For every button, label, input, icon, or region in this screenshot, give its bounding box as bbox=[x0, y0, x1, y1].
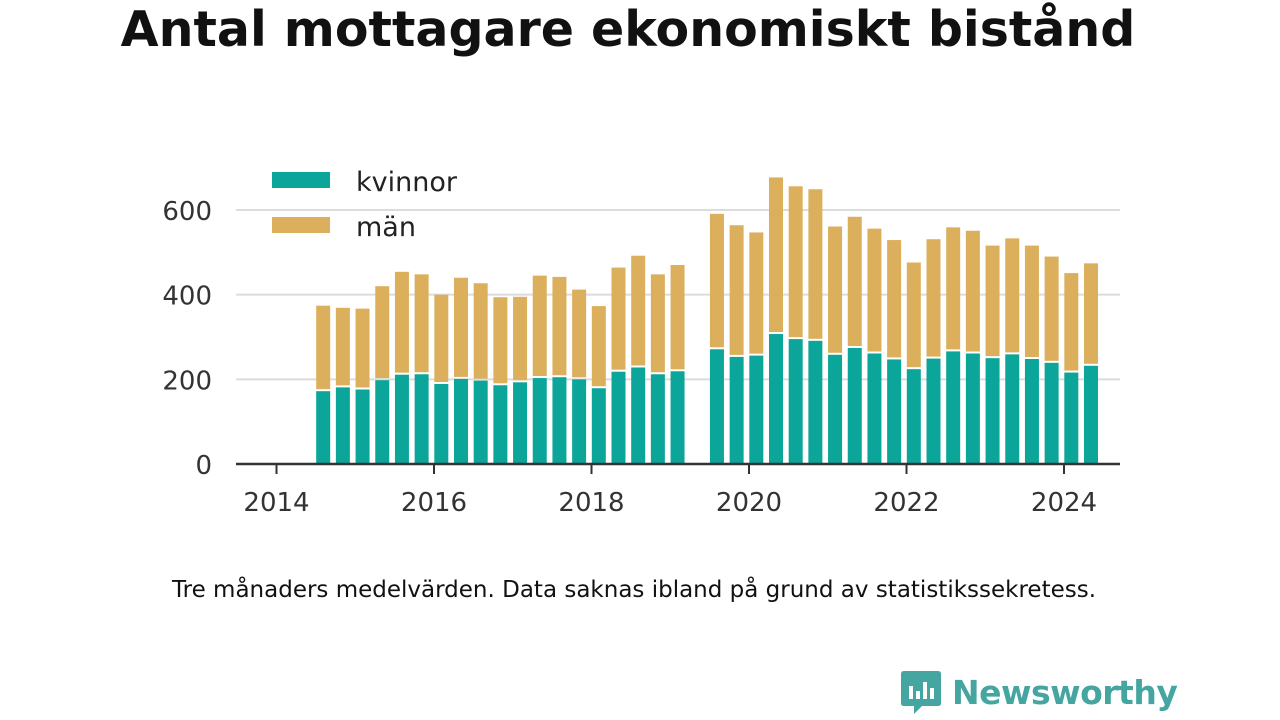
brand-logo: Newsworthy bbox=[900, 668, 1178, 716]
x-tick-label: 2016 bbox=[401, 488, 467, 518]
bar-kvinnor bbox=[513, 382, 528, 464]
bar-kvinnor bbox=[631, 367, 646, 464]
bar-kvinnor bbox=[650, 374, 665, 464]
bar-kvinnor bbox=[316, 391, 331, 464]
bar-kvinnor bbox=[552, 377, 567, 464]
bar-man bbox=[552, 276, 567, 376]
bar-kvinnor bbox=[493, 385, 508, 464]
bar-kvinnor bbox=[709, 349, 724, 464]
legend-swatch-kvinnor bbox=[272, 172, 330, 188]
bar-kvinnor bbox=[965, 353, 980, 464]
bar-kvinnor bbox=[414, 374, 429, 464]
x-tick-label: 2022 bbox=[873, 488, 939, 518]
bar-kvinnor bbox=[828, 354, 843, 464]
bar-kvinnor bbox=[985, 358, 1000, 464]
bar-man bbox=[926, 239, 941, 357]
bar-kvinnor bbox=[572, 379, 587, 464]
bar-man bbox=[611, 267, 626, 370]
bar-man bbox=[867, 228, 882, 352]
bar-man bbox=[828, 226, 843, 353]
bar-kvinnor bbox=[1064, 372, 1079, 464]
y-tick-label: 400 bbox=[162, 282, 212, 312]
x-tick-label: 2014 bbox=[243, 488, 309, 518]
legend-swatch-man bbox=[272, 217, 330, 233]
newsworthy-logo-icon bbox=[901, 671, 941, 714]
bar-man bbox=[946, 227, 961, 350]
x-tick-label: 2024 bbox=[1031, 488, 1097, 518]
x-tick-label: 2018 bbox=[558, 488, 624, 518]
bar-kvinnor bbox=[532, 378, 547, 464]
bar-kvinnor bbox=[847, 348, 862, 464]
bar-man bbox=[1044, 256, 1059, 361]
bar-man bbox=[316, 305, 331, 390]
bar-kvinnor bbox=[355, 389, 370, 464]
page-title: Antal mottagare ekonomiskt bistånd bbox=[120, 1, 1136, 58]
bar-kvinnor bbox=[769, 334, 783, 464]
bar-man bbox=[650, 274, 665, 373]
brand-name: Newsworthy bbox=[952, 672, 1178, 712]
bar-kvinnor bbox=[1005, 354, 1020, 464]
bar-kvinnor bbox=[946, 351, 961, 464]
bar-kvinnor bbox=[473, 380, 488, 464]
bar-kvinnor bbox=[1044, 362, 1059, 464]
bar-kvinnor bbox=[670, 371, 685, 464]
bar-man bbox=[1064, 273, 1079, 371]
bar-kvinnor bbox=[454, 378, 468, 464]
legend-label: män bbox=[356, 212, 416, 243]
bar-man bbox=[335, 307, 350, 386]
bar-kvinnor bbox=[867, 353, 882, 464]
bar-kvinnor bbox=[591, 388, 606, 464]
bar-man bbox=[729, 225, 744, 355]
bar-man bbox=[887, 240, 902, 358]
bar-kvinnor bbox=[926, 358, 941, 464]
y-tick-label: 0 bbox=[195, 451, 212, 481]
bar-kvinnor bbox=[434, 383, 449, 464]
bar-man bbox=[985, 245, 1000, 357]
bar-man bbox=[591, 306, 606, 387]
bar-kvinnor bbox=[788, 339, 803, 464]
bar-man bbox=[532, 275, 547, 377]
bar-man bbox=[709, 213, 724, 348]
bar-man bbox=[769, 177, 783, 333]
bar-kvinnor bbox=[887, 359, 902, 464]
bar-man bbox=[808, 189, 823, 339]
bar-kvinnor bbox=[808, 340, 823, 464]
y-tick-label: 200 bbox=[162, 366, 212, 396]
bar-man bbox=[847, 216, 862, 347]
bar-man bbox=[434, 294, 449, 382]
footnote: Tre månaders medelvärden. Data saknas ib… bbox=[171, 577, 1097, 603]
bar-man bbox=[572, 289, 587, 378]
bar-man bbox=[493, 297, 508, 384]
legend-label: kvinnor bbox=[356, 167, 458, 198]
bar-man bbox=[1084, 263, 1098, 364]
bar-man bbox=[965, 230, 980, 352]
bar-man bbox=[749, 232, 764, 354]
bar-man bbox=[1024, 245, 1039, 358]
bar-kvinnor bbox=[1084, 365, 1098, 464]
bar-man bbox=[670, 265, 685, 370]
bar-kvinnor bbox=[335, 387, 350, 464]
bar-kvinnor bbox=[375, 380, 390, 464]
y-tick-label: 600 bbox=[162, 197, 212, 227]
bar-man bbox=[394, 271, 409, 373]
bar-man bbox=[631, 255, 646, 366]
bar-kvinnor bbox=[611, 371, 626, 464]
bar-kvinnor bbox=[1024, 359, 1039, 464]
bar-man bbox=[788, 186, 803, 338]
bar-man bbox=[355, 308, 370, 388]
bar-kvinnor bbox=[749, 355, 764, 464]
bar-man bbox=[1005, 238, 1020, 353]
bar-man bbox=[473, 283, 488, 379]
bar-kvinnor bbox=[394, 374, 409, 464]
bar-kvinnor bbox=[729, 356, 744, 464]
bar-man bbox=[375, 286, 390, 379]
bar-man bbox=[454, 277, 468, 377]
bar-man bbox=[414, 274, 429, 373]
x-tick-label: 2020 bbox=[716, 488, 782, 518]
bar-kvinnor bbox=[906, 369, 921, 464]
bar-man bbox=[513, 296, 528, 381]
bar-man bbox=[906, 262, 921, 368]
